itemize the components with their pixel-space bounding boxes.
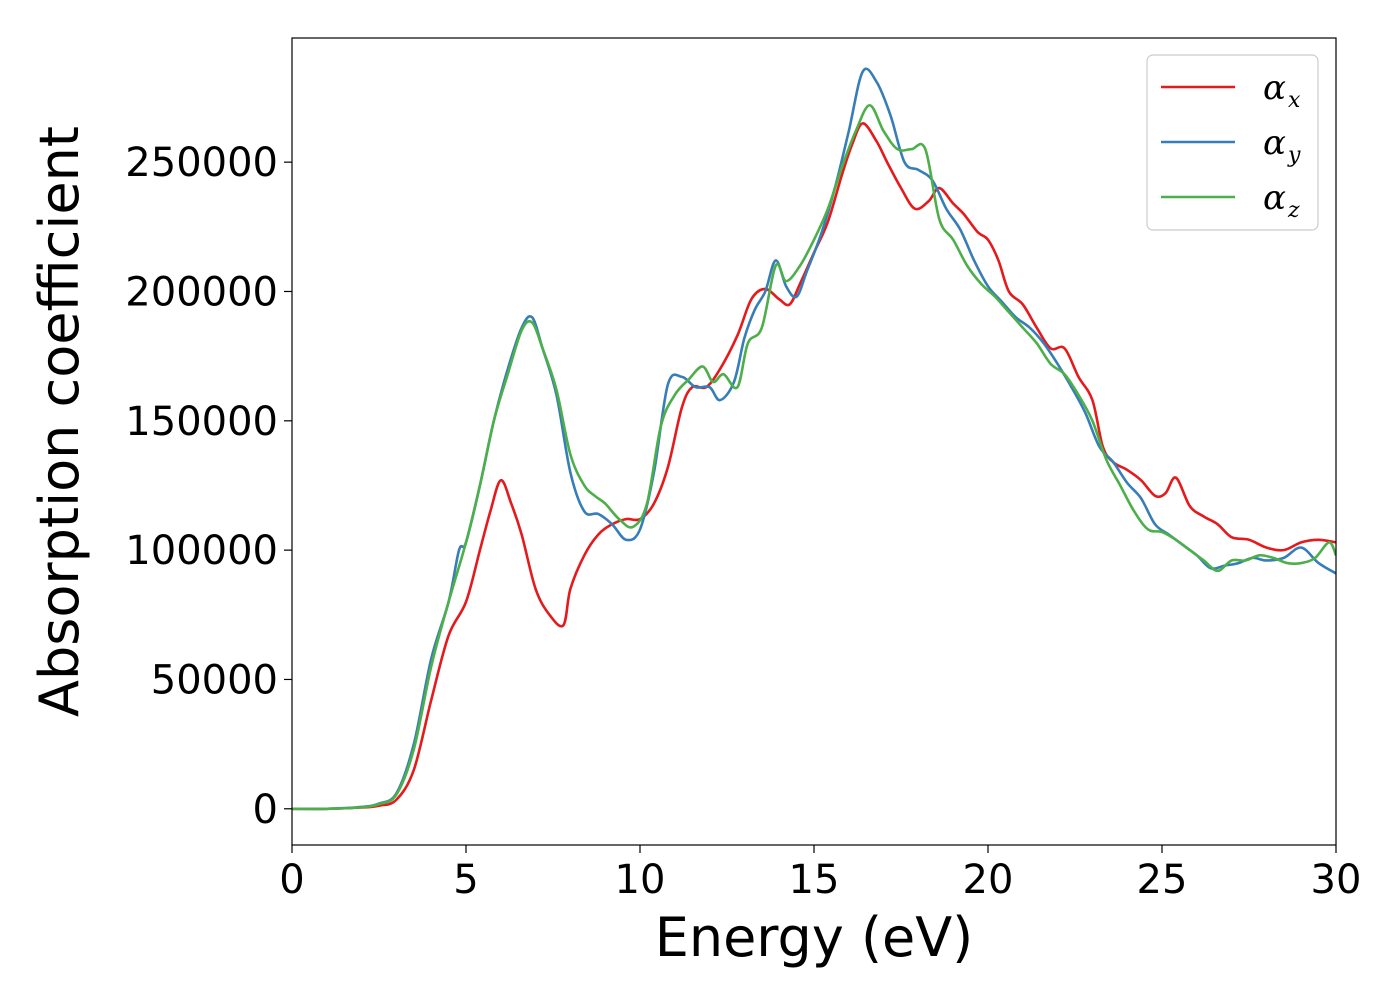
y-tick-label: 150000: [125, 399, 278, 445]
plot-area: [292, 67, 1336, 811]
series-line-alpha-z: [292, 103, 1336, 811]
y-tick-label: 100000: [125, 528, 278, 574]
x-tick-label: 5: [453, 857, 478, 903]
y-tick-label: 200000: [125, 269, 278, 315]
x-tick-label: 20: [963, 857, 1014, 903]
x-tick-label: 15: [789, 857, 840, 903]
y-tick-label: 0: [253, 787, 278, 833]
x-axis-label: Energy (eV): [655, 906, 974, 969]
series-line-alpha-x: [292, 122, 1336, 811]
legend-subscript: x: [1288, 88, 1301, 113]
legend-subscript: y: [1287, 143, 1301, 168]
legend-label-alpha-x: αx: [1263, 68, 1301, 113]
x-tick-label: 25: [1137, 857, 1188, 903]
axes: 0 5 10 15 20 25 30 0 50000 100000 150000 200000 2500…: [125, 37, 1362, 903]
x-tick-label: 30: [1311, 857, 1362, 903]
series-line-alpha-y: [292, 67, 1336, 811]
x-tick-label: 10: [615, 857, 666, 903]
y-tick-label: 250000: [125, 140, 278, 186]
legend-subscript: z: [1287, 198, 1300, 223]
y-tick-label: 50000: [151, 657, 278, 703]
y-axis-label: Absorption coefficient: [28, 126, 91, 717]
x-tick-label: 0: [279, 857, 304, 903]
